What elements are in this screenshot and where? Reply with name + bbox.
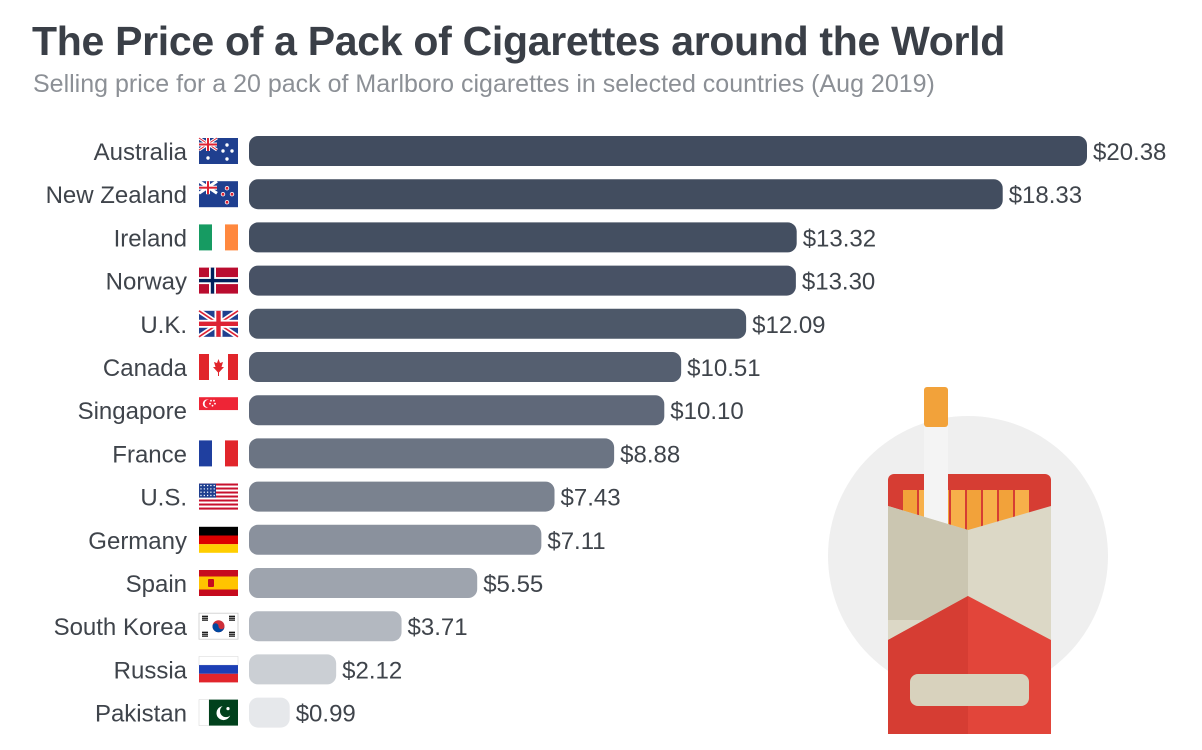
bar-russia (249, 654, 337, 685)
value-label-u-s: $7.43 (561, 485, 621, 512)
bar-norway (249, 265, 796, 296)
pack-label (910, 674, 1029, 706)
value-label-germany: $7.11 (547, 528, 605, 555)
category-label-russia: Russia (114, 657, 188, 684)
bar-u-k (249, 308, 747, 339)
bar-u-s (249, 481, 555, 512)
flag-pakistan-icon (198, 699, 238, 726)
flag-spain-icon (199, 570, 238, 596)
flag-norway-icon (199, 267, 238, 294)
category-label-u-k: U.K. (140, 312, 187, 339)
flag-australia-icon (198, 136, 238, 164)
cigarette-pack-icon (828, 387, 1108, 734)
chart-title: The Price of a Pack of Cigarettes around… (32, 18, 1006, 64)
category-label-pakistan: Pakistan (95, 701, 187, 728)
flag-uk-icon (197, 308, 240, 339)
bar-south-korea (249, 611, 402, 642)
pack-front-flap (888, 506, 968, 620)
bar-canada (249, 352, 682, 382)
category-label-singapore: Singapore (78, 398, 187, 425)
flag-us-icon (199, 483, 238, 510)
bar-singapore (249, 395, 665, 426)
value-label-u-k: $12.09 (752, 312, 825, 339)
value-label-canada: $10.51 (687, 355, 760, 382)
cigarette-filter (924, 387, 948, 427)
value-label-pakistan: $0.99 (296, 701, 356, 728)
flag-russia-icon (198, 656, 239, 683)
cigarette-body (924, 424, 948, 530)
value-label-spain: $5.55 (483, 571, 543, 598)
bar-france (249, 438, 615, 469)
value-label-russia: $2.12 (342, 657, 402, 684)
bar-spain (249, 568, 478, 598)
chart-subtitle: Selling price for a 20 pack of Marlboro … (33, 70, 935, 98)
bar-pakistan (249, 697, 290, 728)
category-label-u-s: U.S. (140, 485, 187, 512)
flag-germany-icon (199, 526, 238, 553)
flag-france-icon (199, 440, 238, 467)
flag-canada-icon (199, 354, 238, 380)
category-label-south-korea: South Korea (54, 614, 188, 641)
value-label-france: $8.88 (620, 441, 680, 468)
value-label-norway: $13.30 (802, 269, 875, 296)
category-label-ireland: Ireland (114, 225, 187, 252)
flag-ireland-icon (199, 224, 238, 251)
bar-ireland (249, 222, 797, 253)
flag-singapore-icon (199, 397, 238, 424)
category-label-australia: Australia (94, 139, 188, 166)
category-label-norway: Norway (106, 269, 187, 296)
category-label-france: France (112, 441, 187, 468)
flag-new-zealand-icon (198, 179, 238, 208)
flag-south-korea-icon (198, 612, 239, 640)
value-label-south-korea: $3.71 (408, 614, 468, 641)
value-label-singapore: $10.10 (670, 398, 743, 425)
category-label-new-zealand: New Zealand (46, 182, 187, 209)
category-label-canada: Canada (103, 355, 188, 382)
category-label-spain: Spain (126, 571, 187, 598)
bar-australia (249, 136, 1087, 166)
bars: Australia $20.38 New Zealand $18.33 Ireland $… (46, 136, 1166, 728)
value-label-australia: $20.38 (1093, 139, 1166, 166)
category-label-germany: Germany (88, 528, 187, 555)
value-label-new-zealand: $18.33 (1009, 182, 1082, 209)
value-label-ireland: $13.32 (803, 225, 876, 252)
bar-new-zealand (249, 179, 1003, 210)
bar-germany (249, 524, 542, 555)
